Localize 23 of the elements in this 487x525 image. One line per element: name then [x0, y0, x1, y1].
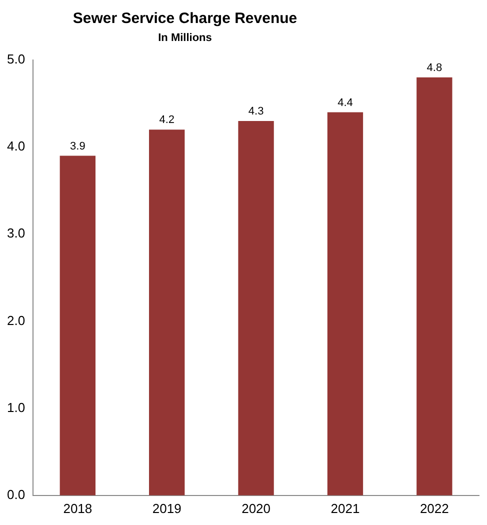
bar	[149, 130, 185, 496]
x-tick-label: 2018	[63, 500, 92, 516]
bar	[238, 120, 274, 496]
x-tick-label: 2022	[420, 500, 449, 516]
y-tick-label: 0.0	[6, 486, 26, 502]
x-tick-label: 2021	[330, 500, 360, 516]
data-label: 4.2	[159, 114, 174, 126]
data-label: 4.8	[426, 62, 442, 74]
x-tick-label: 2019	[152, 500, 182, 516]
data-label: 4.3	[248, 105, 264, 118]
data-label: 4.4	[338, 96, 353, 109]
chart-subtitle: In Millions	[157, 32, 213, 44]
y-tick-label: 1.0	[6, 400, 26, 415]
bar	[327, 112, 364, 496]
bar	[416, 77, 452, 496]
data-label: 3.9	[70, 140, 86, 152]
chart-title: Sewer Service Charge Revenue	[72, 10, 298, 27]
y-tick-label: 3.0	[6, 226, 26, 241]
y-tick-label: 5.0	[6, 52, 26, 67]
x-tick-label: 2020	[242, 500, 270, 516]
y-tick-label: 2.0	[6, 312, 26, 328]
bar	[60, 156, 96, 496]
y-tick-label: 4.0	[6, 138, 26, 154]
